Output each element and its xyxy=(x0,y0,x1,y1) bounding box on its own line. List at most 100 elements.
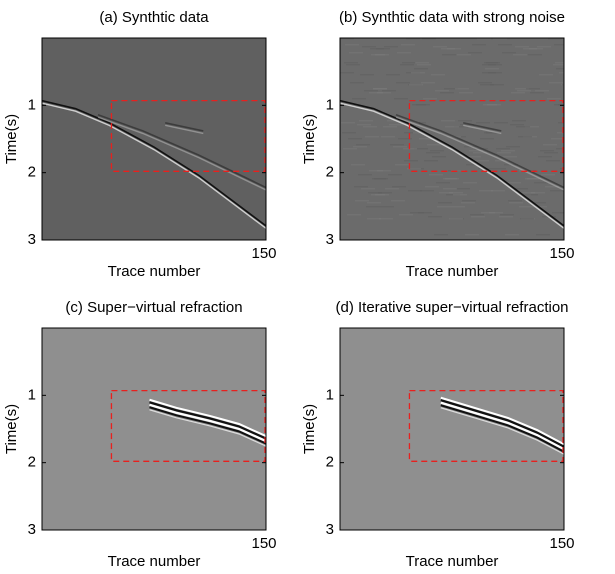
noise xyxy=(444,88,458,90)
noise xyxy=(342,132,356,134)
noise xyxy=(440,92,454,94)
panel xyxy=(340,38,564,240)
noise xyxy=(423,98,437,100)
x-tick-label: 150 xyxy=(549,535,574,552)
noise xyxy=(404,160,418,162)
noise xyxy=(510,124,524,126)
noise xyxy=(343,148,357,150)
noise xyxy=(379,218,393,220)
highlight-box xyxy=(408,389,564,462)
event-stripe xyxy=(149,398,266,438)
noise xyxy=(397,52,411,54)
axes-frame xyxy=(41,37,267,241)
noise xyxy=(512,120,526,122)
x-axis-label: Trace number xyxy=(108,263,201,280)
noise xyxy=(360,74,374,76)
noise xyxy=(401,44,415,46)
event-light xyxy=(97,116,266,191)
noise xyxy=(528,54,542,56)
noise xyxy=(496,148,510,150)
y-tick-label: 2 xyxy=(326,164,334,181)
noise xyxy=(476,122,490,124)
noise xyxy=(509,202,523,204)
panel xyxy=(340,328,564,530)
noise xyxy=(537,46,551,48)
noise xyxy=(557,132,564,134)
noise xyxy=(501,150,515,152)
noise xyxy=(543,144,557,146)
noise xyxy=(443,178,457,180)
noise xyxy=(419,138,433,140)
noise xyxy=(426,152,440,154)
chart-title: (a) Synthtic data xyxy=(99,9,209,26)
noise xyxy=(392,186,406,188)
noise xyxy=(404,132,418,134)
event-stripe xyxy=(440,407,564,455)
noise xyxy=(383,126,397,128)
noise xyxy=(369,92,383,94)
noise xyxy=(480,138,494,140)
highlight-box xyxy=(408,99,564,172)
noise xyxy=(367,202,381,204)
noise xyxy=(540,150,554,152)
noise xyxy=(357,124,371,126)
noise xyxy=(369,170,383,172)
noise xyxy=(371,54,385,56)
noise xyxy=(438,202,452,204)
noise xyxy=(468,52,482,54)
x-axis-label: Trace number xyxy=(108,553,201,570)
chart-title: (d) Iterative super−virtual refraction xyxy=(335,299,568,316)
noise xyxy=(526,88,540,90)
noise xyxy=(350,82,364,84)
noise xyxy=(474,148,488,150)
noise xyxy=(345,44,359,46)
noise xyxy=(436,182,450,184)
noise xyxy=(539,74,553,76)
noise xyxy=(535,90,549,92)
y-axis-label: Time(s) xyxy=(301,404,318,454)
noise xyxy=(389,124,403,126)
noise xyxy=(545,186,559,188)
event-light xyxy=(42,102,266,229)
noise xyxy=(375,194,389,196)
noise xyxy=(456,188,470,190)
noise xyxy=(346,64,360,66)
noise xyxy=(455,88,469,90)
noise xyxy=(516,126,530,128)
y-tick-label: 3 xyxy=(28,521,36,538)
noise xyxy=(541,174,555,176)
noise xyxy=(550,190,564,192)
noise xyxy=(370,48,384,50)
noise xyxy=(500,214,514,216)
event-dark xyxy=(463,122,502,132)
noise xyxy=(457,54,471,56)
noise xyxy=(361,188,375,190)
noise xyxy=(503,156,517,158)
noise xyxy=(406,38,420,40)
noise xyxy=(340,72,354,74)
noise xyxy=(497,152,511,154)
axes-frame xyxy=(339,37,565,241)
noise xyxy=(559,72,564,74)
event-dark xyxy=(97,114,266,189)
noise xyxy=(393,146,407,148)
noise xyxy=(382,90,396,92)
chart-title: (b) Synthtic data with strong noise xyxy=(339,9,565,26)
noise xyxy=(525,126,539,128)
noise xyxy=(515,46,529,48)
noise xyxy=(409,84,423,86)
noise xyxy=(533,206,547,208)
noise xyxy=(451,206,465,208)
noise xyxy=(488,72,502,74)
event-light xyxy=(395,116,564,191)
noise xyxy=(562,84,564,86)
noise xyxy=(359,120,373,122)
y-tick-label: 1 xyxy=(28,96,36,113)
y-tick-label: 1 xyxy=(28,386,36,403)
noise xyxy=(553,64,564,66)
noise xyxy=(414,68,428,70)
noise xyxy=(554,104,564,106)
noise xyxy=(367,218,381,220)
noise xyxy=(441,48,455,50)
noise xyxy=(445,126,459,128)
